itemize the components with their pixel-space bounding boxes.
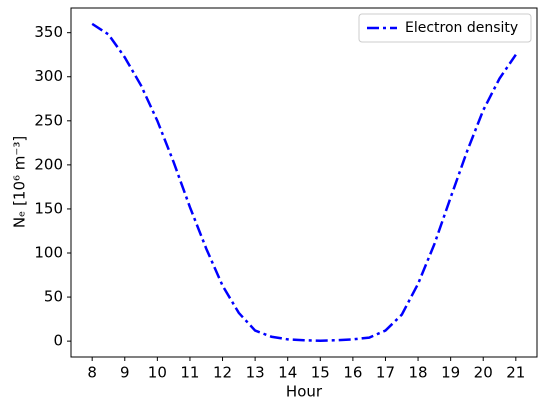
- x-tick-label: 18: [409, 364, 428, 382]
- y-tick-label: 0: [53, 332, 63, 350]
- x-tick-label: 15: [311, 364, 330, 382]
- x-tick-label: 9: [120, 364, 130, 382]
- y-tick-label: 350: [34, 23, 63, 41]
- legend-box: [358, 13, 532, 43]
- y-tick-label: 100: [34, 244, 63, 262]
- x-tick-label: 16: [343, 364, 362, 382]
- y-axis-label: Nₑ [10⁶ m⁻³]: [11, 136, 29, 228]
- y-tick-label: 250: [34, 111, 63, 129]
- plot-frame: [70, 7, 538, 358]
- legend-label: Electron density: [405, 20, 518, 36]
- x-tick-label: 12: [213, 364, 232, 382]
- y-tick-label: 200: [34, 155, 63, 173]
- x-tick-label: 11: [180, 364, 199, 382]
- y-tick-label: 150: [34, 199, 63, 217]
- x-tick-label: 14: [278, 364, 297, 382]
- x-axis-label: Hour: [286, 383, 323, 401]
- y-tick-label: 50: [44, 288, 63, 306]
- x-tick-label: 20: [474, 364, 493, 382]
- x-tick-label: 13: [246, 364, 265, 382]
- x-tick-label: 8: [87, 364, 97, 382]
- x-tick-label: 17: [376, 364, 395, 382]
- x-tick-label: 21: [506, 364, 525, 382]
- data-line: [91, 22, 517, 342]
- y-tick-label: 300: [34, 67, 63, 85]
- x-tick-label: 19: [441, 364, 460, 382]
- x-tick-label: 10: [148, 364, 167, 382]
